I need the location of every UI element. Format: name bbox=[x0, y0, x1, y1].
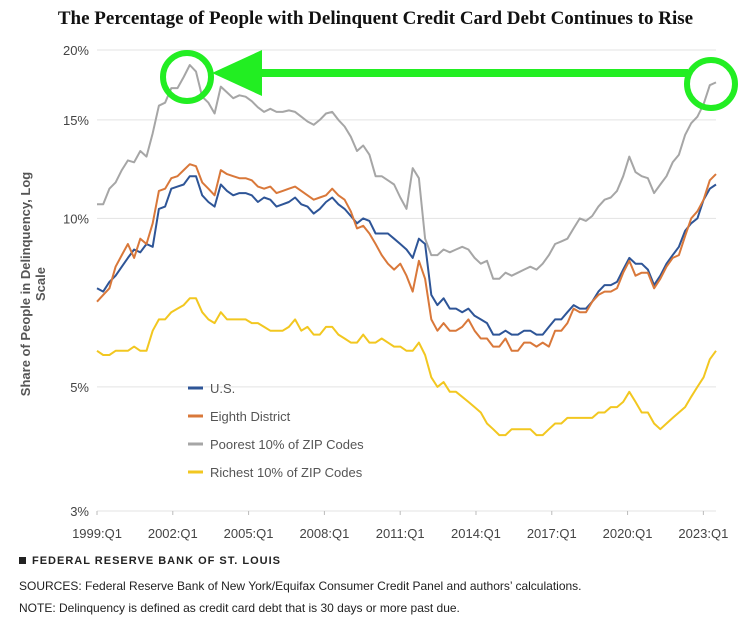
annotation-arrow bbox=[160, 50, 738, 111]
legend-label-richest: Richest 10% of ZIP Codes bbox=[210, 465, 363, 480]
legend-label-us: U.S. bbox=[210, 381, 235, 396]
x-tick-label: 1999:Q1 bbox=[72, 526, 122, 541]
legend: U.S. Eighth District Poorest 10% of ZIP Co… bbox=[188, 381, 364, 480]
x-axis-ticks: 1999:Q1 2002:Q1 2005:Q1 2008:Q1 2011:Q1 2014:… bbox=[72, 511, 728, 541]
x-tick-label: 2023:Q1 bbox=[678, 526, 728, 541]
annotation-circle-left bbox=[160, 50, 214, 104]
gridlines bbox=[97, 49, 716, 512]
y-tick-label: 20% bbox=[63, 43, 89, 58]
chart-plot: 3% 5% 10% 15% 20% 1999:Q1 2002:Q1 2005:Q1 2008:… bbox=[63, 43, 738, 541]
series-line-richest bbox=[96, 297, 717, 437]
x-tick-label: 2017:Q1 bbox=[527, 526, 577, 541]
x-tick-label: 2002:Q1 bbox=[148, 526, 198, 541]
y-tick-label: 15% bbox=[63, 113, 89, 128]
legend-label-poorest: Poorest 10% of ZIP Codes bbox=[210, 437, 364, 452]
square-icon bbox=[19, 557, 26, 564]
series-lines bbox=[96, 64, 717, 437]
y-tick-label: 10% bbox=[63, 211, 89, 226]
x-tick-label: 2005:Q1 bbox=[224, 526, 274, 541]
footer-brand: FEDERAL RESERVE BANK OF ST. LOUIS bbox=[19, 555, 281, 567]
footer-brand-text: FEDERAL RESERVE BANK OF ST. LOUIS bbox=[32, 555, 281, 567]
definition-note: NOTE: Delinquency is defined as credit c… bbox=[19, 601, 460, 615]
x-tick-label: 2008:Q1 bbox=[299, 526, 349, 541]
x-tick-label: 2020:Q1 bbox=[603, 526, 653, 541]
x-tick-label: 2014:Q1 bbox=[451, 526, 501, 541]
x-tick-label: 2011:Q1 bbox=[376, 526, 425, 541]
annotation-circle-right bbox=[684, 57, 738, 111]
y-axis-ticks: 3% 5% 10% 15% 20% bbox=[63, 43, 89, 519]
series-line-eighth bbox=[96, 163, 717, 352]
sources-note: SOURCES: Federal Reserve Bank of New Yor… bbox=[19, 579, 582, 593]
y-tick-label: 3% bbox=[70, 504, 89, 519]
annotation-arrow-head bbox=[212, 50, 262, 96]
series-line-poorest bbox=[97, 64, 717, 280]
legend-label-eighth: Eighth District bbox=[210, 409, 291, 424]
y-tick-label: 5% bbox=[70, 380, 89, 395]
series-line-us bbox=[96, 175, 717, 336]
chart-title: The Percentage of People with Delinquent… bbox=[57, 8, 694, 29]
